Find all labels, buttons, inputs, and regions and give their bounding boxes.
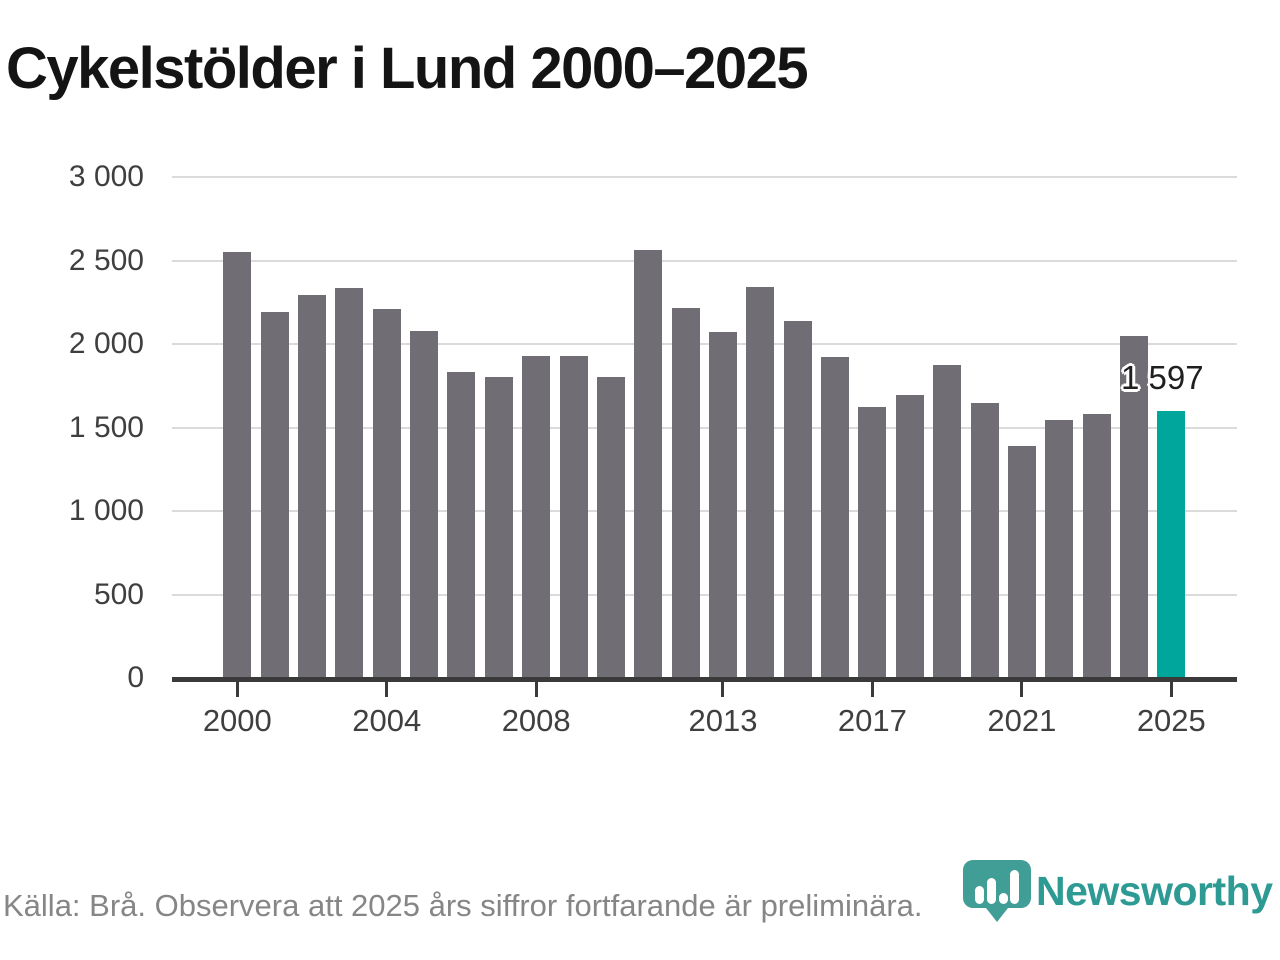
logo-bars-icon xyxy=(975,870,1019,904)
bar-2003 xyxy=(335,288,364,678)
bar-2013 xyxy=(708,332,737,678)
bar-2022 xyxy=(1045,419,1074,678)
newsworthy-wordmark: Newsworthy xyxy=(1036,868,1273,914)
bar-2009 xyxy=(559,355,588,678)
x-axis-label-2021: 2021 xyxy=(987,703,1057,738)
x-axis-label-2004: 2004 xyxy=(352,703,422,738)
bar-2012 xyxy=(671,308,700,678)
x-tick-2013 xyxy=(721,682,725,697)
highlight-value-label: 1 597 xyxy=(1121,359,1204,396)
bar-2008 xyxy=(522,355,551,678)
x-tick-2021 xyxy=(1020,682,1024,697)
bar-2023 xyxy=(1082,414,1111,678)
x-tick-2000 xyxy=(235,682,239,697)
bar-2010 xyxy=(596,377,625,678)
bar-2001 xyxy=(260,312,289,678)
bar-2006 xyxy=(447,372,476,678)
bar-2018 xyxy=(895,394,924,678)
bar-2021 xyxy=(1007,445,1036,678)
x-axis-label-2008: 2008 xyxy=(501,703,571,738)
gridline-2500 xyxy=(172,259,1237,262)
y-axis-label-3000: 3 000 xyxy=(68,160,144,193)
bar-2005 xyxy=(410,330,439,678)
bar-chart: 0 500 1 000 1 500 2 000 2 500 3 000 2000 2004 200… xyxy=(68,160,1237,738)
y-axis-label-500: 500 xyxy=(93,577,144,611)
x-tick-2017 xyxy=(870,682,874,697)
bar-2007 xyxy=(484,376,513,678)
bar-2025-highlight xyxy=(1157,411,1186,678)
logo-bubble-shape xyxy=(963,860,1031,922)
x-axis-label-2017: 2017 xyxy=(837,703,907,738)
gridline-500 xyxy=(172,593,1237,596)
gridline-1500 xyxy=(172,426,1237,429)
newsworthy-logo-icon xyxy=(963,860,1031,922)
gridline-1000 xyxy=(172,510,1237,512)
gridline-3000 xyxy=(172,176,1237,178)
bar-2024 xyxy=(1119,336,1148,678)
y-axis-label-0: 0 xyxy=(127,661,144,694)
x-axis-label-2013: 2013 xyxy=(688,703,758,738)
bar-2011 xyxy=(634,250,663,678)
gridline-2000 xyxy=(172,343,1237,345)
bar-2017 xyxy=(858,406,887,678)
x-tick-2004 xyxy=(385,682,389,697)
bar-2004 xyxy=(372,308,401,678)
bar-2020 xyxy=(970,403,999,678)
x-tick-2025 xyxy=(1169,682,1173,697)
x-axis-label-2025: 2025 xyxy=(1136,703,1206,738)
page-title: Cykelstölder i Lund 2000–2025 xyxy=(6,36,809,101)
x-tick-2008 xyxy=(534,682,538,697)
source-note: Källa: Brå. Observera att 2025 års siffr… xyxy=(3,888,923,923)
bar-2000 xyxy=(223,252,252,678)
bar-2015 xyxy=(783,320,812,678)
y-axis-label-2000: 2 000 xyxy=(68,327,144,360)
y-axis-label-1000: 1 000 xyxy=(68,494,144,527)
x-axis-line xyxy=(172,677,1237,682)
bar-2019 xyxy=(933,364,962,678)
bar-2016 xyxy=(821,356,850,678)
y-axis-label-1500: 1 500 xyxy=(68,410,144,444)
y-axis-label-2500: 2 500 xyxy=(68,243,144,277)
bar-2002 xyxy=(298,294,327,678)
bar-2014 xyxy=(746,287,775,678)
x-axis-label-2000: 2000 xyxy=(202,703,272,738)
